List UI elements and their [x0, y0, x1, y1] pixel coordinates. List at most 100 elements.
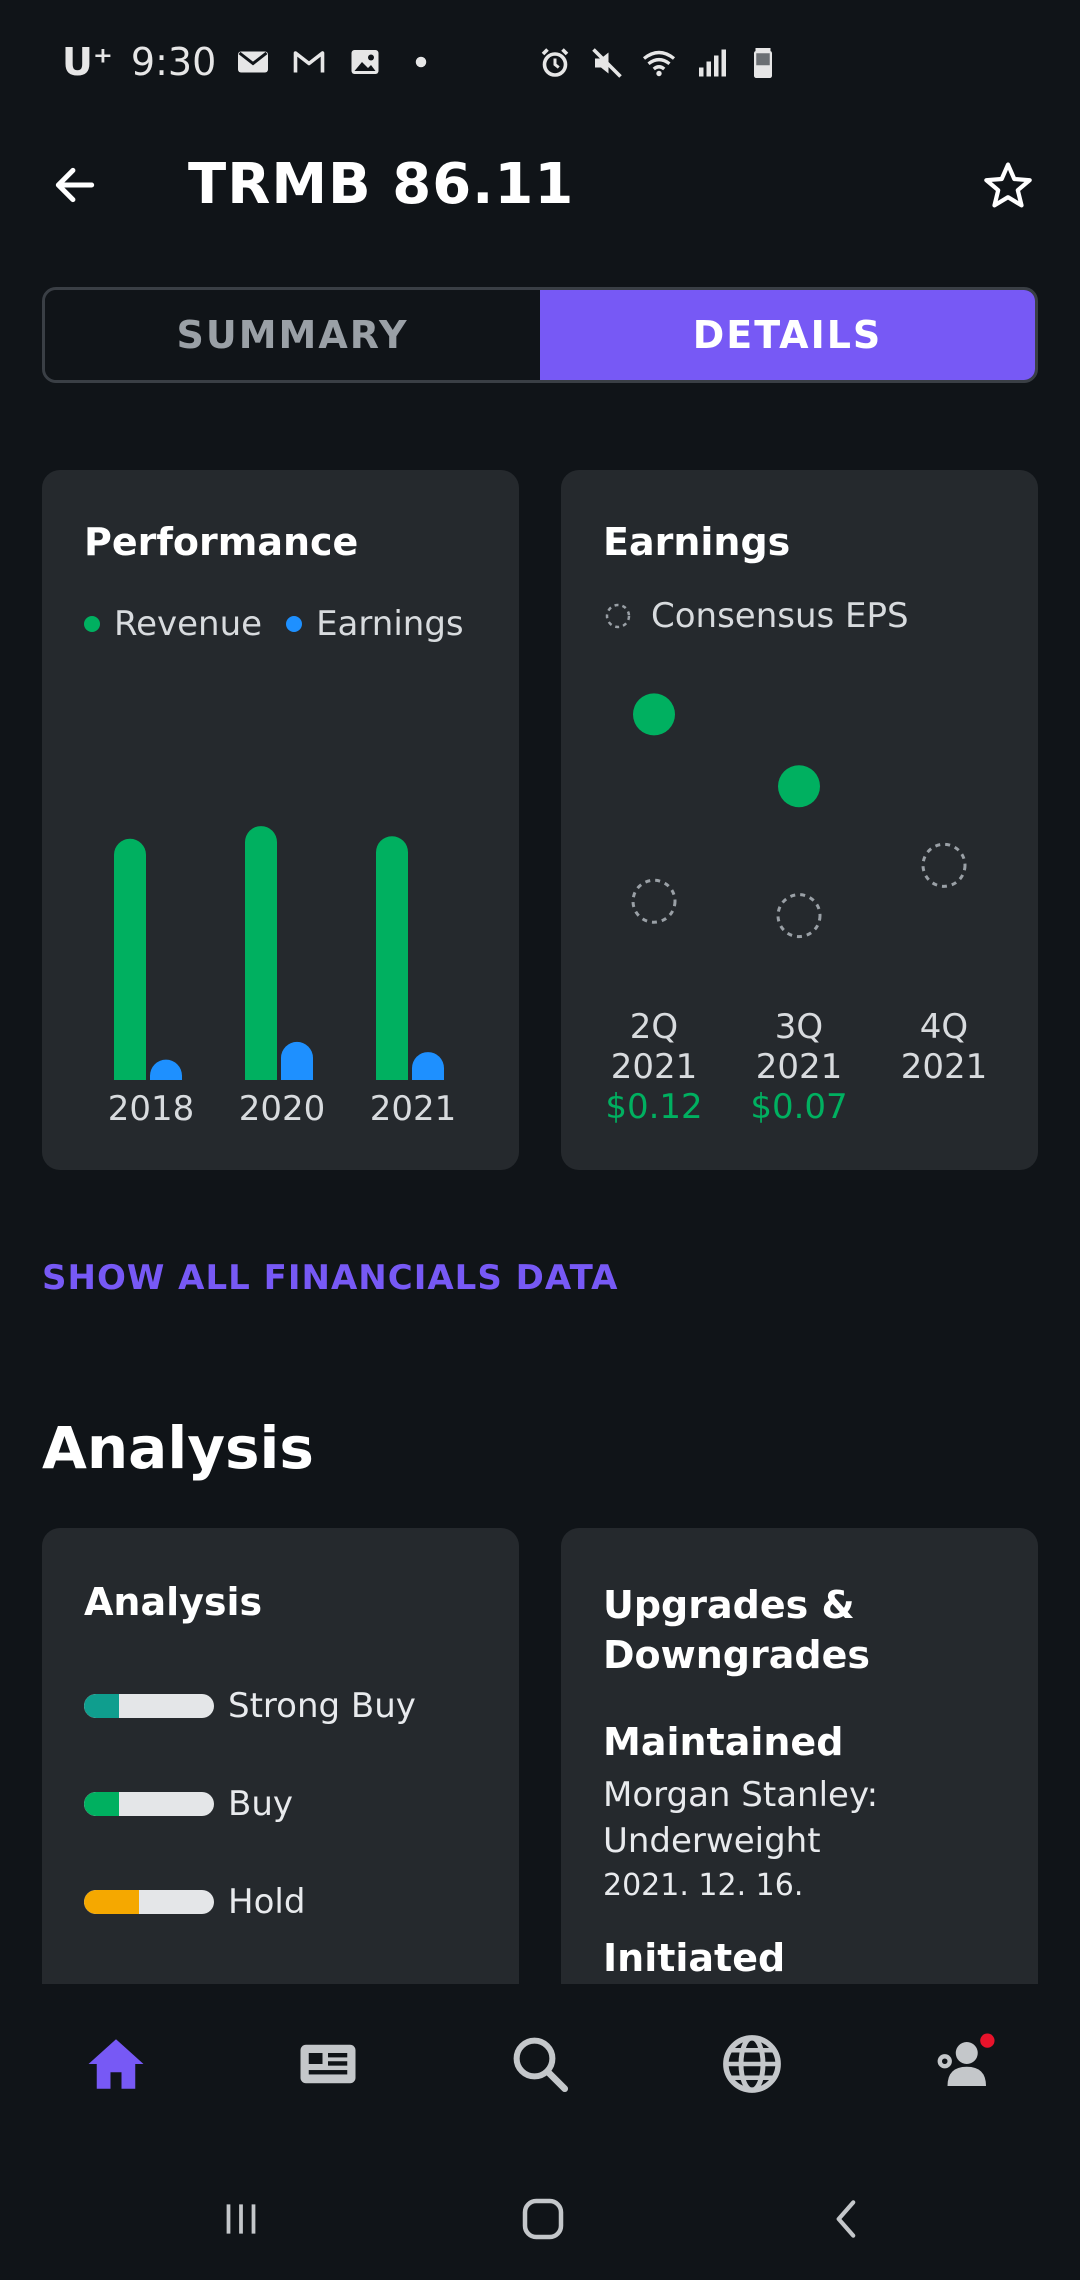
bar-group-2020 [245, 826, 313, 1080]
rating-label: Hold [228, 1882, 306, 1922]
tab-summary[interactable]: SUMMARY [45, 290, 540, 380]
search-icon [513, 2037, 569, 2093]
x-tick-label: 2021 [370, 1089, 457, 1129]
rating-bar [84, 1694, 214, 1718]
bottom-nav [0, 1984, 1080, 2154]
eps-value-label: $0.12 [605, 1087, 702, 1127]
eps-value-label: $0.07 [750, 1087, 847, 1127]
quarter-label: 3Q [775, 1007, 823, 1047]
status-left: U⁺ 9:30 [62, 40, 440, 84]
revenue-bar [376, 836, 408, 1080]
page-title: TRMB 86.11 [188, 152, 575, 217]
upgrades-card[interactable]: Upgrades & Downgrades Maintained Morgan … [561, 1528, 1038, 1984]
quarter-label: 2021 [901, 1047, 988, 1087]
quarter-label: 2021 [756, 1047, 843, 1087]
globe-icon [723, 2035, 781, 2093]
show-all-financials-link[interactable]: SHOW ALL FINANCIALS DATA [42, 1258, 619, 1298]
status-right [536, 44, 782, 82]
legend-earnings-label: Earnings [316, 604, 464, 644]
earnings-bar [412, 1052, 444, 1080]
analysis-card-title: Analysis [84, 1580, 263, 1624]
consensus-dot-icon [605, 603, 631, 629]
actual-eps-point [633, 693, 675, 736]
rating-row-hold: Hold [84, 1882, 305, 1922]
rating-fill [84, 1792, 120, 1816]
performance-title: Performance [84, 520, 359, 564]
home-system-button[interactable] [508, 2184, 578, 2254]
consensus-eps-point [776, 893, 822, 939]
home-icon [88, 2039, 144, 2089]
rating-label: Buy [228, 1784, 293, 1824]
nav-home[interactable] [76, 2024, 156, 2104]
dot-icon [402, 43, 440, 81]
tab-bar: SUMMARY DETAILS [42, 287, 1038, 383]
earnings-bar [150, 1059, 182, 1080]
revenue-dot-icon [84, 616, 100, 632]
bar-group-2021 [376, 836, 444, 1080]
revenue-bar [245, 826, 277, 1080]
rating-fill [84, 1694, 120, 1718]
upgrade-entry-label: Maintained [603, 1720, 844, 1764]
performance-chart: 2018 2020 2021 [108, 826, 457, 1129]
back-button[interactable] [40, 150, 110, 220]
consensus-eps-point [921, 842, 967, 888]
signal-icon [692, 44, 730, 82]
legend-earnings: Earnings [286, 604, 464, 644]
rating-row-buy: Buy [84, 1784, 293, 1824]
upgrade-entry-date: 2021. 12. 16. [603, 1868, 804, 1903]
rating-row-strong-buy: Strong Buy [84, 1686, 416, 1726]
quarter-label: 4Q [920, 1007, 968, 1047]
revenue-bar [114, 838, 146, 1080]
nav-markets[interactable] [712, 2024, 792, 2104]
bar-group-2018 [114, 838, 182, 1080]
recent-apps-icon [226, 2204, 256, 2234]
profile-settings-icon [937, 2033, 995, 2086]
earnings-title: Earnings [603, 520, 791, 564]
watchlist-star-button[interactable] [972, 150, 1044, 222]
nav-profile[interactable] [924, 2024, 1004, 2104]
news-icon [300, 2044, 356, 2084]
upgrade-entry-text: Morgan Stanley: Underweight [603, 1775, 879, 1861]
wifi-icon [640, 44, 678, 82]
upgrades-card-title: Upgrades & Downgrades [603, 1583, 870, 1677]
header: TRMB 86.11 [0, 130, 1080, 240]
x-tick-label: 2018 [108, 1089, 195, 1129]
rating-label: Strong Buy [228, 1686, 416, 1726]
battery-icon [744, 44, 782, 82]
gmail-icon [290, 43, 328, 81]
earnings-dot-icon [286, 616, 303, 632]
actual-eps-point [778, 765, 820, 808]
analysis-card[interactable]: Analysis Strong Buy Buy Hold [42, 1528, 519, 1984]
nav-search[interactable] [500, 2024, 580, 2104]
tab-details[interactable]: DETAILS [540, 290, 1035, 380]
quarter-label: 2Q [630, 1007, 678, 1047]
consensus-eps-point [631, 878, 677, 924]
status-time: 9:30 [130, 40, 217, 84]
rating-bar [84, 1890, 214, 1914]
nav-news[interactable] [288, 2024, 368, 2104]
back-system-button[interactable] [812, 2184, 882, 2254]
quarter-label: 2021 [611, 1047, 698, 1087]
system-nav-bar [0, 2154, 1080, 2280]
arrow-left-icon [55, 167, 95, 203]
recent-apps-button[interactable] [206, 2184, 276, 2254]
status-bar: U⁺ 9:30 [0, 0, 1080, 130]
rating-bar [84, 1792, 214, 1816]
carrier-label: U⁺ [62, 40, 113, 84]
legend-revenue-label: Revenue [114, 604, 263, 644]
upgrade-entry-label-2: Initiated [603, 1936, 786, 1980]
x-tick-label: 2020 [239, 1089, 326, 1129]
earnings-card[interactable]: Earnings Consensus EPS 2Q 2021 $0.12 3Q 2021… [561, 470, 1038, 1170]
gallery-icon [346, 43, 384, 81]
mute-icon [588, 44, 626, 82]
legend-revenue: Revenue [84, 604, 262, 644]
mail-icon [234, 43, 272, 81]
performance-legend: Revenue Earnings [84, 604, 488, 644]
star-icon [984, 162, 1032, 208]
rating-fill [84, 1890, 139, 1914]
home-square-icon [522, 2198, 564, 2240]
earnings-legend: Consensus EPS [603, 596, 933, 636]
performance-card[interactable]: Performance Revenue Earnings 2018 2020 202… [42, 470, 519, 1170]
alarm-icon [536, 44, 574, 82]
